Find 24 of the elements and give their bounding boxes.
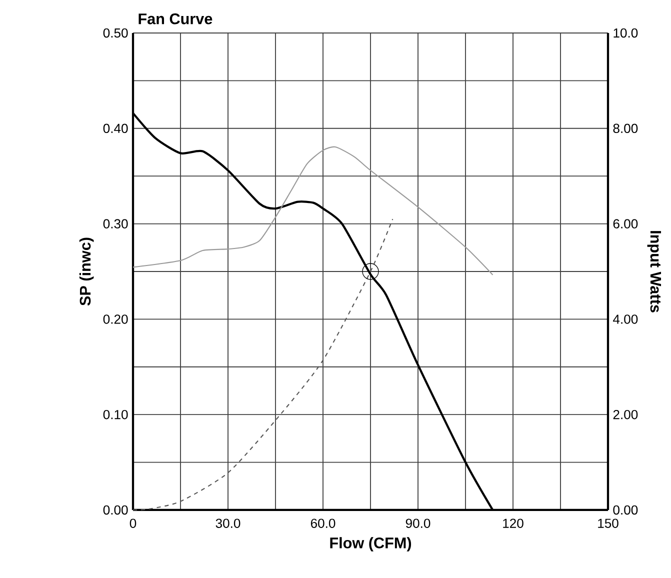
x-axis-title: Flow (CFM) [330,537,412,552]
y-tick-label: 0.10 [103,410,128,420]
line-series [132,146,494,276]
y2-tick-label: 6.00 [613,219,638,228]
y2-tick-label: 2.00 [613,410,638,420]
chart-title: Fan Curve [138,13,212,24]
x-tick-label: 90.0 [406,518,430,528]
line-series [132,218,394,511]
y2-tick-label: 0.00 [613,505,638,515]
y-tick-label: 0.00 [103,505,128,515]
x-tick-label: 60.0 [310,518,336,528]
y-tick-label: 0.40 [103,124,128,134]
y-axis-title: SP (inwc) [79,238,94,306]
x-tick-label: 150 [598,518,618,528]
y2-tick-label: 8.00 [613,124,638,134]
x-tick-label: 0 [130,518,136,528]
y2-tick-label: 4.00 [613,314,638,324]
x-tick-label: 30.0 [216,518,240,528]
y-tick-label: 0.30 [103,219,128,228]
y-tick-label: 0.50 [103,28,128,38]
y2-axis-title: Input Watts [647,231,662,312]
x-tick-label: 120 [503,518,524,528]
y2-tick-label: 10.0 [614,28,638,38]
y-tick-label: 0.20 [103,314,128,324]
